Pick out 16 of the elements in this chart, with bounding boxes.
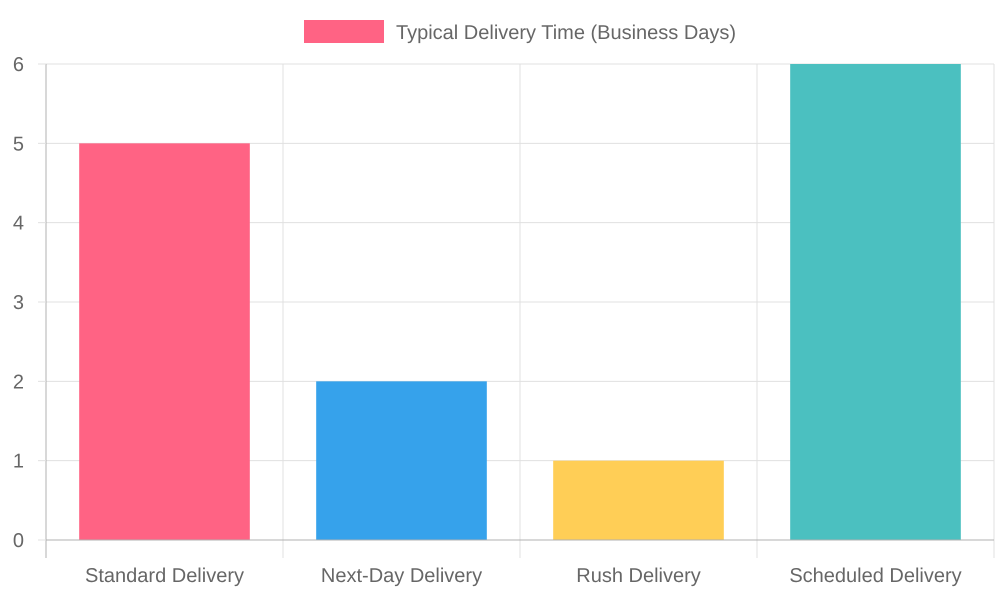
y-tick-label: 4 <box>12 212 24 235</box>
y-tick-label: 0 <box>12 530 24 552</box>
legend-label: Typical Delivery Time (Business Days) <box>396 22 736 44</box>
x-tick-label: Rush Delivery <box>576 565 701 587</box>
bar <box>79 143 250 540</box>
y-tick-label: 2 <box>12 371 24 394</box>
y-tick-label: 5 <box>12 133 24 156</box>
y-tick-label: 3 <box>12 292 24 314</box>
x-tick-label: Next-Day Delivery <box>320 565 482 587</box>
bar <box>790 64 961 540</box>
x-tick-label: Standard Delivery <box>85 565 244 587</box>
x-tick-label: Scheduled Delivery <box>789 565 962 587</box>
bar <box>316 381 487 540</box>
y-tick-label: 6 <box>12 54 24 76</box>
bar <box>553 460 724 540</box>
y-tick-label: 1 <box>12 450 24 473</box>
